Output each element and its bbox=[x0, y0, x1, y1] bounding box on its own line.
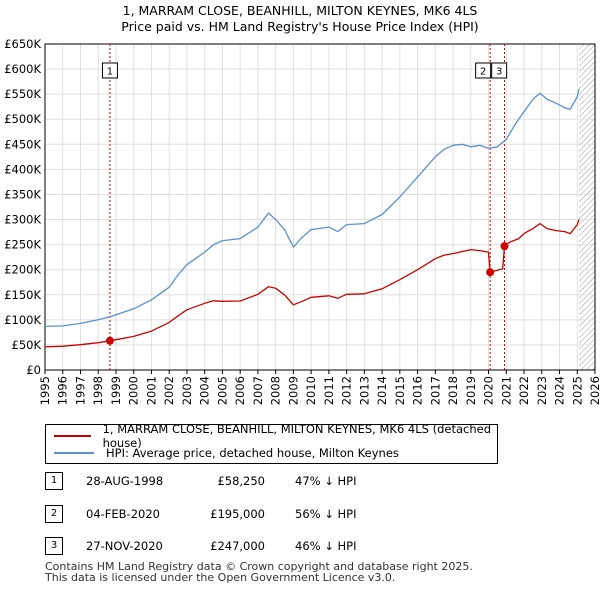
sale-price: £195,000 bbox=[210, 507, 265, 521]
x-tick-label: 2026 bbox=[588, 376, 600, 405]
x-tick-label: 2012 bbox=[340, 376, 354, 405]
y-tick-label: £350K bbox=[4, 187, 41, 201]
y-tick-label: £50K bbox=[12, 338, 42, 352]
x-tick-label: 2016 bbox=[411, 376, 425, 405]
legend: 1, MARRAM CLOSE, BEANHILL, MILTON KEYNES… bbox=[45, 422, 498, 464]
sale-marker-badge-label: 3 bbox=[496, 67, 502, 78]
x-tick-label: 2018 bbox=[446, 376, 460, 405]
y-tick-label: £650K bbox=[4, 37, 41, 51]
y-tick-label: £300K bbox=[4, 213, 41, 227]
legend-item-hpi: HPI: Average price, detached house, Milt… bbox=[54, 445, 399, 461]
sale-marker-badge-label: 1 bbox=[107, 67, 113, 78]
table-row: 1 28-AUG-1998 £58,250 47% ↓ HPI bbox=[45, 472, 585, 492]
sale-badge: 1 bbox=[45, 472, 63, 490]
y-tick-label: £150K bbox=[4, 288, 41, 302]
sale-marker-badge bbox=[491, 62, 508, 79]
legend-item-property: 1, MARRAM CLOSE, BEANHILL, MILTON KEYNES… bbox=[54, 422, 497, 450]
sale-hpi-relation: 46% ↓ HPI bbox=[295, 539, 357, 553]
chart-title: 1, MARRAM CLOSE, BEANHILL, MILTON KEYNES… bbox=[0, 3, 600, 35]
sale-marker-badge bbox=[101, 62, 118, 79]
x-tick-label: 2001 bbox=[144, 376, 158, 405]
x-tick-label: 2024 bbox=[553, 376, 567, 405]
sale-marker-badge bbox=[475, 62, 492, 79]
plot-border bbox=[44, 43, 596, 371]
table-row: 2 04-FEB-2020 £195,000 56% ↓ HPI bbox=[45, 505, 585, 525]
series-line-hpi bbox=[44, 88, 580, 328]
x-tick-label: 2003 bbox=[180, 376, 194, 405]
x-tick-label: 2009 bbox=[286, 376, 300, 405]
x-tick-label: 1995 bbox=[38, 376, 52, 405]
legend-label-hpi: HPI: Average price, detached house, Milt… bbox=[106, 446, 399, 460]
x-tick-label: 2014 bbox=[375, 376, 389, 405]
sale-badge: 3 bbox=[45, 537, 63, 555]
legend-swatch-property bbox=[54, 435, 91, 437]
y-tick-label: £100K bbox=[4, 313, 41, 327]
legend-swatch-hpi bbox=[54, 452, 94, 454]
x-tick-label: 2011 bbox=[322, 376, 336, 405]
x-tick-label: 2022 bbox=[517, 376, 531, 405]
x-tick-label: 2007 bbox=[251, 376, 265, 405]
y-tick-label: £200K bbox=[4, 263, 41, 277]
x-tick-label: 2020 bbox=[482, 376, 496, 405]
x-tick-label: 2004 bbox=[198, 376, 212, 405]
sale-price: £247,000 bbox=[210, 539, 265, 553]
x-tick-label: 1999 bbox=[109, 376, 123, 405]
y-tick-label: £600K bbox=[4, 62, 41, 76]
chart-title-line1: 1, MARRAM CLOSE, BEANHILL, MILTON KEYNES… bbox=[122, 3, 478, 18]
x-tick-label: 2008 bbox=[269, 376, 283, 405]
y-tick-label: £500K bbox=[4, 112, 41, 126]
y-tick-label: £400K bbox=[4, 162, 41, 176]
x-tick-label: 2010 bbox=[304, 376, 318, 405]
sale-date: 04-FEB-2020 bbox=[86, 507, 160, 521]
sale-point bbox=[105, 336, 114, 345]
sale-badge: 2 bbox=[45, 505, 63, 523]
chart-title-line2: Price paid vs. HM Land Registry's House … bbox=[121, 19, 479, 34]
footer-copyright: Contains HM Land Registry data © Crown c… bbox=[45, 560, 473, 573]
x-tick-label: 2019 bbox=[464, 376, 478, 405]
x-tick-label: 1997 bbox=[73, 376, 87, 405]
sale-price: £58,250 bbox=[217, 474, 265, 488]
sale-point bbox=[500, 242, 509, 251]
x-tick-label: 2000 bbox=[127, 376, 141, 405]
sale-date: 27-NOV-2020 bbox=[86, 539, 163, 553]
x-tick-label: 2013 bbox=[357, 376, 371, 405]
series-line-property bbox=[44, 219, 580, 348]
x-tick-label: 2017 bbox=[428, 376, 442, 405]
sale-hpi-relation: 47% ↓ HPI bbox=[295, 474, 357, 488]
y-tick-label: £450K bbox=[4, 137, 41, 151]
x-tick-label: 1998 bbox=[91, 376, 105, 405]
y-tick-label: £550K bbox=[4, 87, 41, 101]
x-tick-label: 2005 bbox=[215, 376, 229, 405]
legend-label-property: 1, MARRAM CLOSE, BEANHILL, MILTON KEYNES… bbox=[102, 422, 492, 450]
sale-hpi-relation: 56% ↓ HPI bbox=[295, 507, 357, 521]
x-tick-label: 2002 bbox=[162, 376, 176, 405]
price-chart: £0 £50K £100K £150K £200K £250K £300K £350K £400… bbox=[4, 37, 600, 405]
forecast-hatch bbox=[579, 44, 595, 370]
x-tick-label: 2006 bbox=[233, 376, 247, 405]
y-tick-label: £250K bbox=[4, 238, 41, 252]
sale-point bbox=[486, 268, 495, 277]
x-tick-label: 1996 bbox=[56, 376, 70, 405]
x-tick-label: 2025 bbox=[570, 376, 584, 405]
x-tick-label: 2021 bbox=[499, 376, 513, 405]
sale-date: 28-AUG-1998 bbox=[86, 474, 164, 488]
x-tick-label: 2015 bbox=[393, 376, 407, 405]
footer: Contains HM Land Registry data © Crown c… bbox=[45, 561, 473, 583]
footer-licence: This data is licensed under the Open Gov… bbox=[45, 571, 396, 584]
table-row: 3 27-NOV-2020 £247,000 46% ↓ HPI bbox=[45, 537, 585, 557]
y-tick-label: £0 bbox=[26, 363, 41, 377]
x-tick-label: 2023 bbox=[535, 376, 549, 405]
plot-area bbox=[45, 44, 595, 370]
sale-marker-badge-label: 2 bbox=[480, 67, 486, 78]
